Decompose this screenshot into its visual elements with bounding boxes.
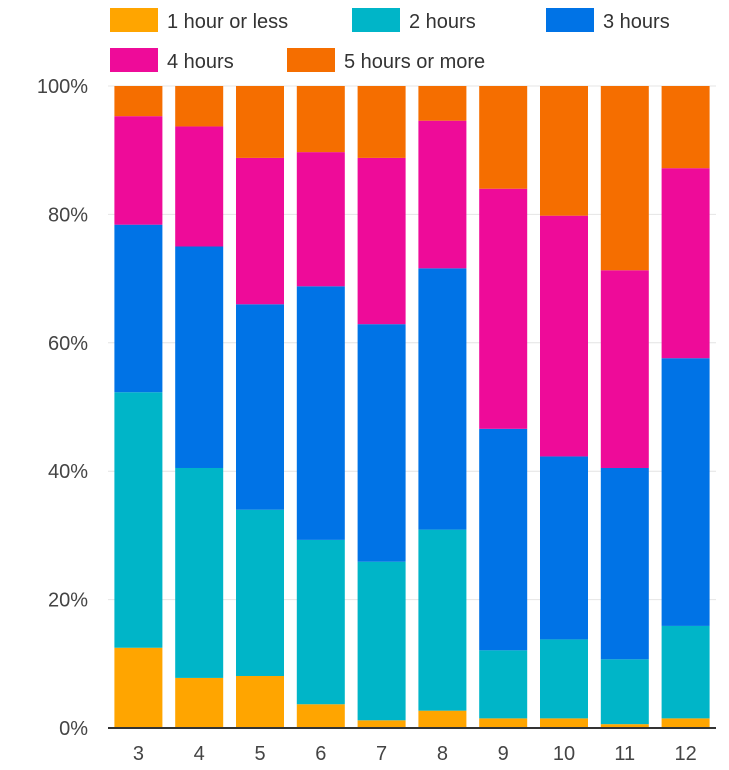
bar-segment <box>357 324 406 562</box>
bar-segment <box>357 86 406 158</box>
y-tick-label: 40% <box>48 461 88 483</box>
x-tick-label: 12 <box>674 743 696 765</box>
y-tick-label: 80% <box>48 204 88 226</box>
bars <box>114 86 710 728</box>
bar-segment <box>661 625 710 719</box>
bar-segment <box>175 126 224 247</box>
x-tick-label: 4 <box>194 743 205 765</box>
x-tick-label: 7 <box>376 743 387 765</box>
bar-segment <box>418 120 467 269</box>
bar-segment <box>540 215 588 457</box>
bar-segment <box>357 561 406 721</box>
y-tick-label: 20% <box>48 590 88 612</box>
bar-segment <box>357 157 406 325</box>
legend-swatch <box>546 8 594 32</box>
bar-segment <box>479 650 528 719</box>
x-tick-label: 9 <box>498 743 509 765</box>
bar-segment <box>175 467 224 678</box>
bar-segment <box>661 358 710 626</box>
bar-segment <box>236 675 284 728</box>
y-tick-label: 60% <box>48 333 88 355</box>
bar-segment <box>114 392 163 648</box>
x-tick-label: 5 <box>254 743 265 765</box>
x-tick-label: 8 <box>437 743 448 765</box>
bar-segment <box>296 286 345 540</box>
x-tick-label: 10 <box>553 743 575 765</box>
y-tick-label: 0% <box>59 718 88 740</box>
x-axis-ticks: 3 4 5 6 7 8 9 10 11 12 <box>133 743 697 765</box>
bar-segment <box>236 509 284 676</box>
legend-label: 5 hours or more <box>344 51 485 73</box>
bar-segment <box>540 456 588 640</box>
bar-segment <box>479 188 528 429</box>
legend-label: 1 hour or less <box>167 11 288 33</box>
bar-segment <box>540 639 588 719</box>
bar-segment <box>296 704 345 728</box>
bar-segment <box>661 168 710 359</box>
bar-segment <box>296 86 345 153</box>
legend-swatch <box>287 48 335 72</box>
bar-segment <box>114 224 163 393</box>
bar-segment <box>418 86 467 121</box>
x-tick-label: 6 <box>315 743 326 765</box>
bar-segment <box>479 86 528 189</box>
bar-segment <box>661 718 710 728</box>
legend-swatch <box>110 8 158 32</box>
legend-label: 2 hours <box>409 11 476 33</box>
bar-segment <box>540 86 588 216</box>
bar-segment <box>600 724 649 728</box>
y-tick-label: 100% <box>37 76 88 98</box>
bar-segment <box>479 428 528 651</box>
bar-segment <box>114 86 163 117</box>
bar-segment <box>418 529 467 711</box>
bar-segment <box>236 157 284 305</box>
legend-label: 4 hours <box>167 51 234 73</box>
bar-segment <box>600 270 649 468</box>
bar-segment <box>661 86 710 169</box>
bar-segment <box>175 677 224 728</box>
bar-segment <box>357 720 406 728</box>
bar-segment <box>296 539 345 705</box>
bar-segment <box>175 86 224 127</box>
x-tick-label: 11 <box>614 743 635 765</box>
bar-segment <box>236 86 284 158</box>
bar-segment <box>114 116 163 225</box>
bar-segment <box>418 268 467 530</box>
legend: 1 hour or less 2 hours 3 hours 4 hours 5 hou… <box>110 8 670 73</box>
bar-segment <box>600 659 649 725</box>
legend-swatch <box>352 8 400 32</box>
bar-segment <box>600 467 649 660</box>
y-axis-ticks: 0% 20% 40% 60% 80% 100% <box>37 76 88 740</box>
x-tick-label: 3 <box>133 743 144 765</box>
bar-segment <box>600 86 649 271</box>
bar-segment <box>296 152 345 287</box>
bar-segment <box>175 246 224 468</box>
bar-segment <box>236 304 284 510</box>
legend-label: 3 hours <box>603 11 670 33</box>
bar-segment <box>114 647 163 728</box>
bar-segment <box>418 710 467 728</box>
bar-segment <box>479 718 528 728</box>
bar-segment <box>540 718 588 728</box>
legend-swatch <box>110 48 158 72</box>
